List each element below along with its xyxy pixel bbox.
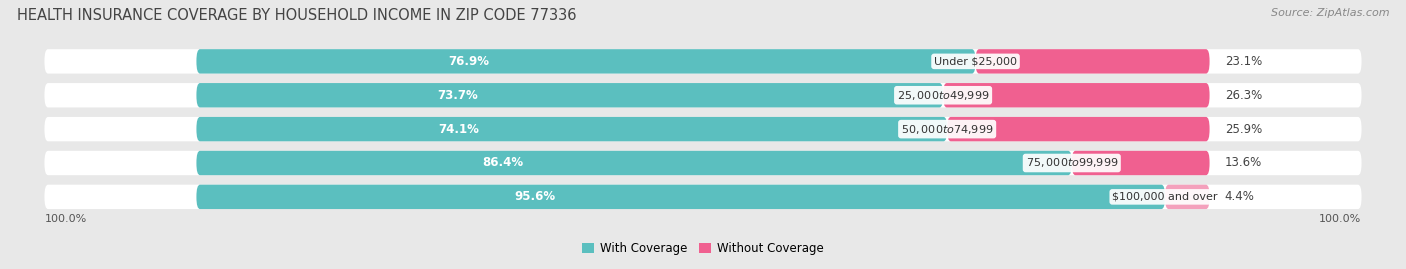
Text: $75,000 to $99,999: $75,000 to $99,999 [1025,157,1118,169]
Text: 74.1%: 74.1% [439,123,479,136]
FancyBboxPatch shape [197,83,943,107]
Text: 76.9%: 76.9% [449,55,489,68]
FancyBboxPatch shape [976,49,1209,73]
FancyBboxPatch shape [45,151,1361,175]
FancyBboxPatch shape [197,185,1166,209]
Text: 13.6%: 13.6% [1225,157,1263,169]
FancyBboxPatch shape [943,83,1209,107]
Text: 23.1%: 23.1% [1225,55,1263,68]
Text: Under $25,000: Under $25,000 [934,56,1017,66]
FancyBboxPatch shape [197,151,1071,175]
Text: 100.0%: 100.0% [45,214,87,224]
Text: 73.7%: 73.7% [437,89,478,102]
FancyBboxPatch shape [1166,185,1209,209]
Legend: With Coverage, Without Coverage: With Coverage, Without Coverage [582,242,824,255]
Text: $100,000 and over: $100,000 and over [1112,192,1218,202]
Text: 26.3%: 26.3% [1225,89,1263,102]
FancyBboxPatch shape [45,185,1361,209]
FancyBboxPatch shape [45,117,1361,141]
Text: 4.4%: 4.4% [1225,190,1254,203]
FancyBboxPatch shape [45,83,1361,107]
FancyBboxPatch shape [1071,151,1209,175]
Text: 95.6%: 95.6% [515,190,555,203]
FancyBboxPatch shape [45,49,1361,73]
Text: 25.9%: 25.9% [1225,123,1263,136]
FancyBboxPatch shape [197,49,976,73]
Text: HEALTH INSURANCE COVERAGE BY HOUSEHOLD INCOME IN ZIP CODE 77336: HEALTH INSURANCE COVERAGE BY HOUSEHOLD I… [17,8,576,23]
Text: 100.0%: 100.0% [1319,214,1361,224]
Text: Source: ZipAtlas.com: Source: ZipAtlas.com [1271,8,1389,18]
Text: $50,000 to $74,999: $50,000 to $74,999 [901,123,994,136]
FancyBboxPatch shape [197,117,948,141]
Text: $25,000 to $49,999: $25,000 to $49,999 [897,89,990,102]
FancyBboxPatch shape [948,117,1209,141]
Text: 86.4%: 86.4% [482,157,523,169]
